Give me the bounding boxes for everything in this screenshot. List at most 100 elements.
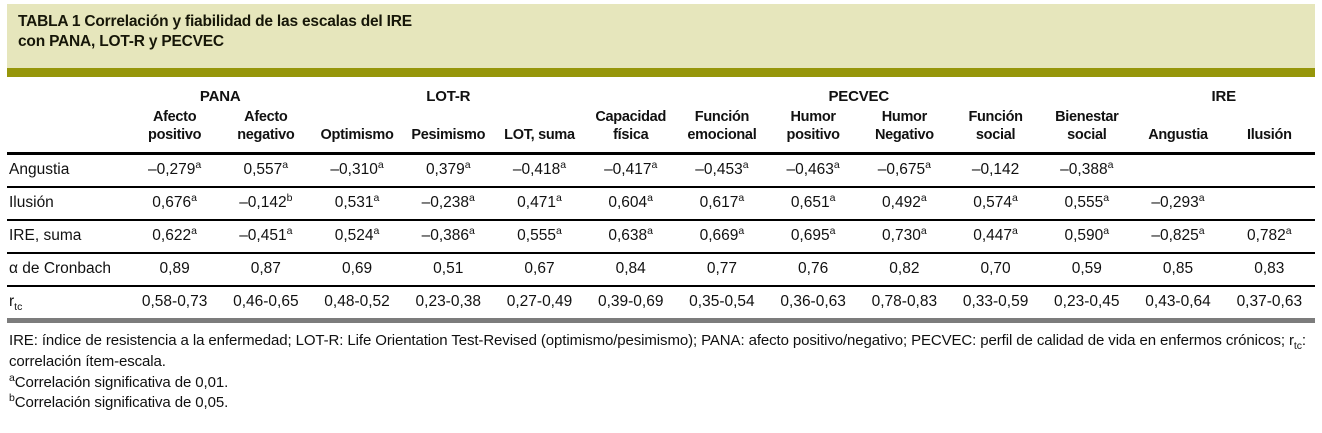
table-cell: 0,83 — [1223, 253, 1315, 288]
column-header: Afecto negativo — [220, 106, 312, 156]
table-cell — [1132, 153, 1224, 189]
table-cell: 0,78-0,83 — [858, 286, 950, 324]
table-cell: –0,418a — [493, 153, 586, 189]
table-cell: 0,669a — [676, 220, 768, 255]
table-cell: 0,638a — [585, 220, 677, 255]
table-title-band: TABLA 1 Correlación y fiabilidad de las … — [7, 4, 1315, 68]
table-cell: –0,453a — [676, 153, 768, 189]
table-cell: 0,33-0,59 — [949, 286, 1042, 324]
column-header: LOT, suma — [493, 106, 586, 156]
table-cell: 0,447a — [949, 220, 1042, 255]
table-cell: 0,58-0,73 — [129, 286, 221, 324]
table-row: Ilusión 0,676a –0,142b 0,531a –0,238a 0,471a 0… — [7, 187, 1315, 222]
table-cell: 0,557a — [220, 153, 312, 189]
column-header: Humor positivo — [767, 106, 859, 156]
table-cell: 0,82 — [858, 253, 950, 288]
table-cell: 0,379a — [402, 153, 494, 189]
column-header: Capacidad física — [585, 106, 677, 156]
column-header: Angustia — [1132, 106, 1224, 156]
row-label: Ilusión — [7, 187, 129, 222]
column-header-spacer — [7, 106, 129, 156]
table-cell: 0,651a — [767, 187, 859, 222]
olive-divider-rule — [7, 68, 1315, 77]
table-cell: 0,23-0,45 — [1041, 286, 1133, 324]
table-cell: 0,67 — [493, 253, 586, 288]
table-cell: 0,46-0,65 — [220, 286, 312, 324]
scale-group-header-row: PANA LOT-R PECVEC IRE — [7, 79, 1315, 106]
table-cell: –0,451a — [220, 220, 312, 255]
footnote-line: aCorrelación significativa de 0,01. — [9, 371, 229, 391]
table-cell: 0,39-0,69 — [585, 286, 677, 324]
table-cell: 0,782a — [1223, 220, 1315, 255]
table-cell: –0,463a — [767, 153, 859, 189]
table-cell: –0,417a — [585, 153, 677, 189]
footnote-line: bCorrelación significativa de 0,05. — [9, 392, 229, 412]
column-header: Afecto positivo — [129, 106, 221, 156]
column-header-row: Afecto positivo Afecto negativo Optimismo P… — [7, 106, 1315, 156]
table-cell: 0,84 — [585, 253, 677, 288]
table-cell: 0,89 — [129, 253, 221, 288]
scale-group-header: PANA — [199, 88, 241, 105]
table-title-line1: TABLA 1 Correlación y fiabilidad de las … — [18, 13, 412, 30]
table-cell: 0,471a — [493, 187, 586, 222]
table-row: rtc 0,58-0,73 0,46-0,65 0,48-0,52 0,23-0,38 0… — [7, 286, 1315, 324]
table-cell: –0,825a — [1132, 220, 1224, 255]
scale-group-header: IRE — [1211, 88, 1237, 105]
table-cell: 0,87 — [220, 253, 312, 288]
table-cell: 0,59 — [1041, 253, 1133, 288]
table-cell: 0,35-0,54 — [676, 286, 768, 324]
table-cell: 0,76 — [767, 253, 859, 288]
table-cell: 0,622a — [129, 220, 221, 255]
table-cell: 0,23-0,38 — [402, 286, 494, 324]
column-header: Humor Negativo — [858, 106, 950, 156]
table-cell: 0,85 — [1132, 253, 1224, 288]
table-title-line2: con PANA, LOT-R y PECVEC — [18, 33, 224, 51]
table-cell: 0,69 — [311, 253, 403, 288]
table-cell — [1223, 153, 1315, 189]
table-cell: 0,36-0,63 — [767, 286, 859, 324]
table-cell: 0,730a — [858, 220, 950, 255]
scale-group-header-spacer — [7, 79, 129, 106]
scale-group-header: LOT-R — [426, 88, 471, 105]
table-row: Angustia –0,279a 0,557a –0,310a 0,379a –0,418… — [7, 153, 1315, 189]
table-cell: –0,386a — [402, 220, 494, 255]
table-cell: 0,695a — [767, 220, 859, 255]
table-figure: TABLA 1 Correlación y fiabilidad de las … — [7, 4, 1315, 414]
table-cell: 0,70 — [949, 253, 1042, 288]
table-cell: 0,590a — [1041, 220, 1133, 255]
table-cell: 0,51 — [402, 253, 494, 288]
table-cell: –0,142b — [220, 187, 312, 222]
table-cell: 0,531a — [311, 187, 403, 222]
table-cell: 0,574a — [949, 187, 1042, 222]
table-cell: –0,279a — [129, 153, 221, 189]
table-cell: –0,310a — [311, 153, 403, 189]
table-cell: –0,142 — [949, 153, 1042, 189]
row-label: Angustia — [7, 153, 129, 189]
table-cell: –0,388a — [1041, 153, 1133, 189]
table-cell: 0,617a — [676, 187, 768, 222]
table-cell: 0,524a — [311, 220, 403, 255]
table-cell — [1223, 187, 1315, 222]
table-row: α de Cronbach 0,89 0,87 0,69 0,51 0,67 0,84 0,7… — [7, 253, 1315, 288]
row-label: IRE, suma — [7, 220, 129, 255]
column-header: Ilusión — [1223, 106, 1315, 156]
row-label: rtc — [7, 286, 129, 324]
column-header: Función emocional — [676, 106, 768, 156]
row-label: α de Cronbach — [7, 253, 129, 288]
table-cell: 0,48-0,52 — [311, 286, 403, 324]
table-cell: 0,676a — [129, 187, 221, 222]
table-cell: 0,43-0,64 — [1132, 286, 1224, 324]
table-cell: 0,604a — [585, 187, 677, 222]
footnotes: IRE: índice de resistencia a la enfermed… — [7, 331, 1315, 414]
correlation-table: PANA LOT-R PECVEC IRE Afecto positivo Afecto… — [7, 79, 1315, 324]
table-cell: 0,27-0,49 — [493, 286, 586, 324]
table-cell: –0,293a — [1132, 187, 1224, 222]
table-cell: 0,555a — [1041, 187, 1133, 222]
scale-group-header: PECVEC — [828, 88, 890, 105]
table-row: IRE, suma 0,622a –0,451a 0,524a –0,386a 0,555… — [7, 220, 1315, 255]
column-header: Optimismo — [311, 106, 403, 156]
column-header: Función social — [949, 106, 1042, 156]
table-cell: –0,238a — [402, 187, 494, 222]
column-header: Pesimismo — [402, 106, 494, 156]
table-cell: –0,675a — [858, 153, 950, 189]
